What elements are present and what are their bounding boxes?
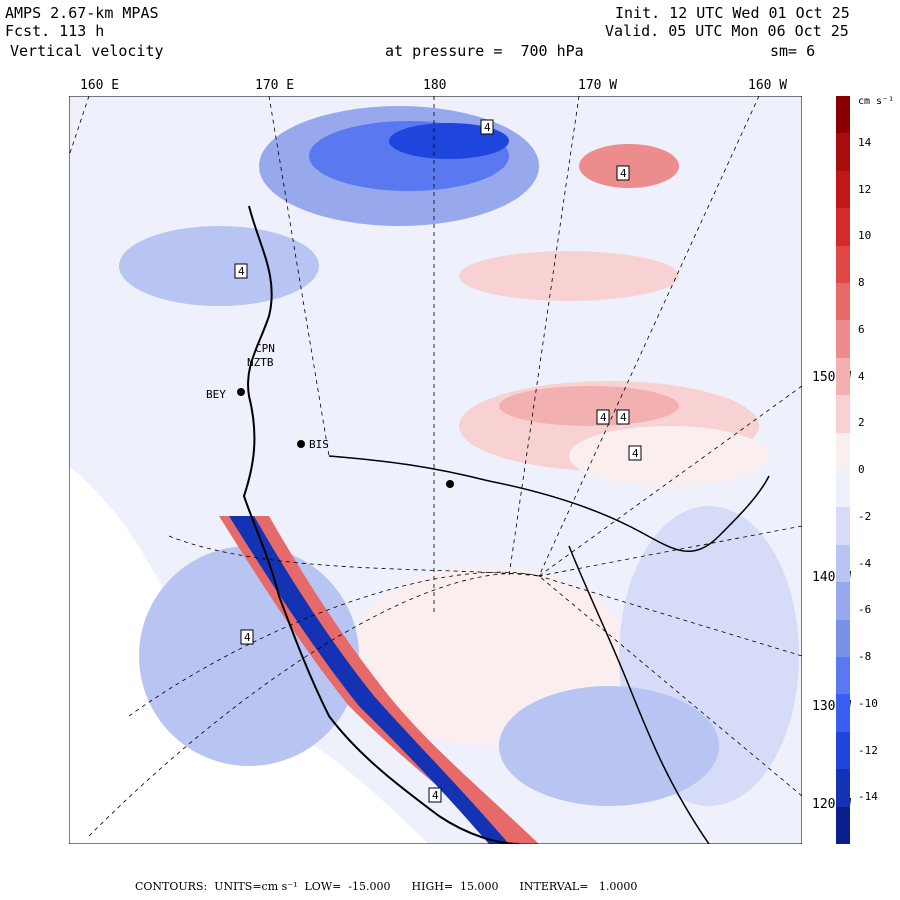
colorbar bbox=[836, 96, 850, 845]
lon-label-160w: 160 W bbox=[748, 78, 788, 93]
init-time: Init. 12 UTC Wed 01 Oct 25 bbox=[615, 4, 850, 22]
colorbar-swatch bbox=[836, 769, 850, 808]
colorbar-swatch bbox=[836, 731, 850, 770]
model-name: AMPS 2.67-km MPAS bbox=[5, 4, 159, 22]
colorbar-swatch bbox=[836, 432, 850, 471]
colorbar-tick-label: 4 bbox=[858, 369, 865, 383]
extrema-label: 4 bbox=[484, 121, 491, 134]
footer-contours: CONTOURS: bbox=[135, 880, 208, 893]
colorbar-tick-label: 8 bbox=[858, 276, 865, 289]
extrema-label: 4 bbox=[432, 789, 439, 802]
extrema-label: 4 bbox=[620, 411, 627, 424]
station-label-cpn: CPN bbox=[255, 342, 275, 355]
extrema-label: 4 bbox=[632, 447, 639, 460]
negative-patch bbox=[499, 686, 719, 806]
colorbar-swatch bbox=[836, 507, 850, 546]
extrema-label: 4 bbox=[620, 167, 627, 180]
negative-patch bbox=[119, 226, 319, 306]
colorbar-tick-label: 6 bbox=[858, 322, 865, 336]
pressure-level: at pressure = 700 hPa bbox=[385, 42, 584, 60]
colorbar-tick-label: 0 bbox=[858, 463, 865, 476]
colorbar-tick-label: 14 bbox=[858, 135, 872, 149]
colorbar-tick-label: -10 bbox=[858, 696, 878, 710]
smoothing: sm= 6 bbox=[770, 42, 816, 60]
station-cpn bbox=[237, 388, 245, 396]
station-bey bbox=[297, 440, 305, 448]
ice-shelf-front bbox=[328, 455, 770, 553]
colorbar-tick-label: -8 bbox=[858, 650, 872, 663]
footer-interval: INTERVAL= 1.0000 bbox=[519, 880, 638, 893]
positive-patch bbox=[459, 251, 679, 301]
graticule bbox=[69, 96, 802, 837]
forecast-hour: Fcst. 113 h bbox=[5, 22, 105, 40]
station-label-nztb: NZTB bbox=[247, 356, 274, 369]
footer-high: HIGH= 15.000 bbox=[411, 880, 499, 893]
colorbar-swatch bbox=[836, 357, 850, 396]
colorbar-tick-label: 12 bbox=[858, 182, 872, 196]
colorbar-tick-label: -4 bbox=[858, 556, 872, 570]
field-name: Vertical velocity bbox=[10, 42, 164, 60]
colorbar-tick-label: -14 bbox=[858, 790, 878, 804]
colorbar-tick-label: 2 bbox=[858, 416, 865, 430]
lon-label-170w: 170 W bbox=[578, 78, 618, 93]
coastline bbox=[568, 545, 710, 844]
lon-label-160e: 160 E bbox=[80, 78, 120, 93]
positive-patch bbox=[499, 386, 679, 426]
station-label-bey: BEY bbox=[206, 388, 226, 401]
station-label-bis: BIS bbox=[309, 438, 329, 451]
positive-patch bbox=[569, 426, 769, 486]
colorbar-swatch bbox=[836, 470, 850, 508]
colorbar-swatch bbox=[836, 395, 850, 434]
colorbar-swatch bbox=[836, 320, 850, 359]
colorbar-unit: cm s⁻¹ bbox=[858, 96, 895, 107]
colorbar-tick-label: -6 bbox=[858, 603, 872, 617]
colorbar-swatch bbox=[836, 133, 850, 172]
extrema-label: 4 bbox=[244, 631, 251, 644]
ice-shelf-area bbox=[69, 466, 429, 844]
negative-patch bbox=[389, 123, 509, 159]
footer-units: UNITS=cm s⁻¹ bbox=[214, 880, 298, 893]
lon-label-170e: 170 E bbox=[255, 78, 295, 93]
colorbar-swatch bbox=[836, 657, 850, 695]
footer-low: LOW= -15.000 bbox=[304, 880, 391, 893]
vertical-velocity-map[interactable]: CPN NZTB BEY BIS 4 4 4 4 4 4 4 4 bbox=[69, 96, 802, 844]
extrema-label: 4 bbox=[600, 411, 607, 424]
extrema-label: 4 bbox=[238, 265, 245, 278]
colorbar-swatch bbox=[836, 170, 850, 209]
colorbar-swatch bbox=[836, 544, 850, 583]
lon-label-180: 180 bbox=[423, 78, 447, 93]
coastline bbox=[242, 205, 520, 844]
station-bis bbox=[446, 480, 454, 488]
colorbar-swatch bbox=[836, 806, 850, 845]
extrema-labels: 4 4 4 4 4 4 4 4 bbox=[234, 119, 642, 803]
colorbar-swatch bbox=[836, 245, 850, 284]
footer: CONTOURS: UNITS=cm s⁻¹ LOW= -15.000 HIGH… bbox=[135, 880, 637, 893]
colorbar-swatch bbox=[836, 96, 850, 134]
valid-time: Valid. 05 UTC Mon 06 Oct 25 bbox=[605, 22, 849, 40]
colorbar-swatch bbox=[836, 208, 850, 247]
colorbar-swatch bbox=[836, 619, 850, 658]
colorbar-tick-label: -12 bbox=[858, 743, 878, 757]
colorbar-swatch bbox=[836, 283, 850, 321]
colorbar-swatch bbox=[836, 694, 850, 733]
coastal-wave-band bbox=[229, 516, 509, 844]
colorbar-swatch bbox=[836, 582, 850, 621]
colorbar-tick-label: -2 bbox=[858, 509, 872, 523]
colorbar-tick-label: 10 bbox=[858, 229, 872, 243]
